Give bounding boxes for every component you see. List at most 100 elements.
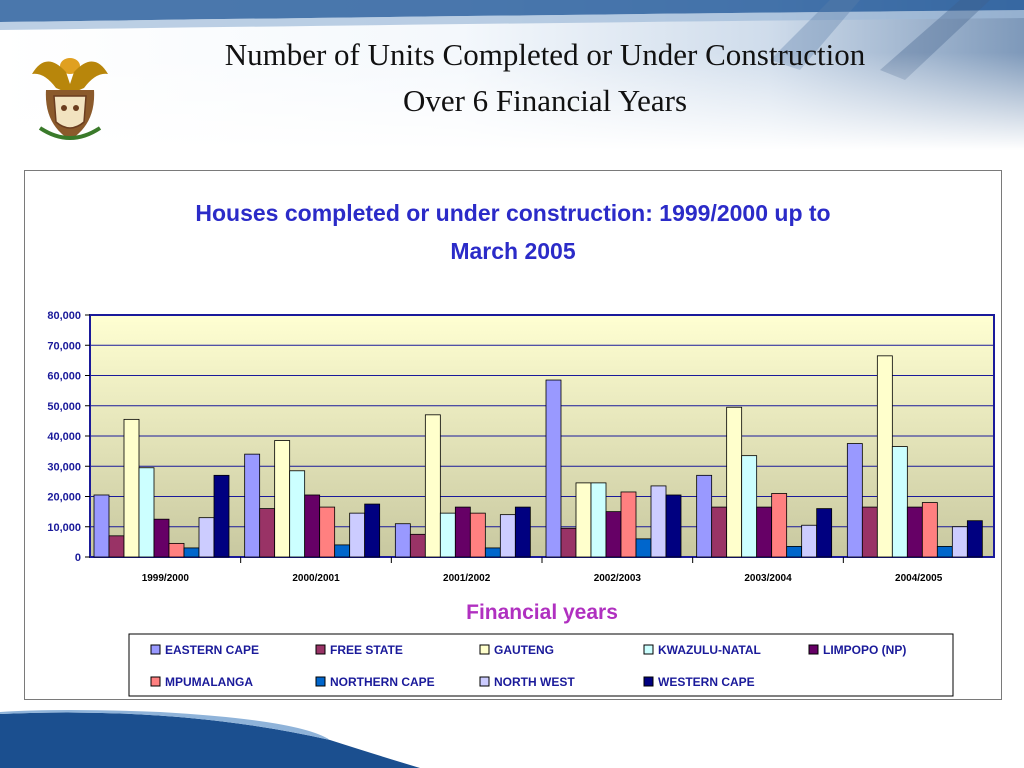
bar — [816, 508, 833, 558]
bar — [469, 512, 486, 558]
legend: EASTERN CAPE FREE STATE GAUTENG KWAZULU-NAT… — [150, 643, 906, 689]
slide-title-line-2: Over 6 Financial Years — [402, 83, 688, 118]
bar — [650, 485, 667, 558]
bar — [123, 418, 140, 558]
legend-swatch — [643, 676, 654, 687]
slide-title-line-1: Number of Units Completed or Under Const… — [224, 37, 866, 72]
legend-swatch — [643, 644, 654, 655]
bar — [741, 455, 758, 558]
legend-box — [128, 633, 954, 697]
y-tick-label: 50,000 — [47, 401, 81, 413]
bar — [394, 523, 411, 558]
bar — [138, 467, 155, 558]
legend-label: GAUTENG — [494, 643, 554, 657]
footer-background — [0, 710, 420, 768]
bar — [966, 520, 983, 558]
chart-title-line-2: March 2005 — [450, 238, 576, 264]
bar — [364, 503, 381, 558]
y-tick-label: 20,000 — [47, 492, 81, 504]
x-tick-label: 2001/2002 — [443, 573, 491, 584]
bar — [274, 440, 291, 558]
legend-swatch — [315, 644, 326, 655]
x-tick-label: 2002/2003 — [594, 573, 642, 584]
x-tick-label: 2003/2004 — [744, 573, 792, 584]
legend-label: KWAZULU-NATAL — [658, 643, 761, 657]
bar — [575, 482, 592, 558]
bar — [93, 494, 110, 558]
bar — [289, 470, 306, 558]
bar — [635, 538, 652, 558]
bar — [951, 526, 968, 558]
bar — [244, 453, 261, 558]
x-axis-label: Financial years — [466, 601, 618, 624]
x-tick-label: 2000/2001 — [292, 573, 340, 584]
x-tick-label: 1999/2000 — [142, 573, 190, 584]
bar — [514, 506, 531, 558]
bar — [921, 502, 938, 558]
bar — [153, 518, 170, 558]
header-background — [0, 0, 1024, 150]
bar — [711, 506, 728, 558]
y-tick-label: 0 — [75, 552, 81, 564]
legend-swatch — [150, 644, 161, 655]
bar — [198, 517, 215, 558]
y-tick-label: 60,000 — [47, 371, 81, 383]
legend-swatch — [808, 644, 819, 655]
legend-swatch — [479, 644, 490, 655]
bar — [183, 547, 200, 558]
legend-swatch — [315, 676, 326, 687]
bar — [319, 506, 336, 558]
bar — [756, 506, 773, 558]
legend-swatch — [479, 676, 490, 687]
y-tick-label: 80,000 — [47, 310, 81, 322]
bar — [936, 546, 953, 558]
chart-title-line-1: Houses completed or under construction: … — [195, 200, 830, 226]
bar — [891, 446, 908, 558]
bar — [304, 494, 321, 558]
chart-frame: Houses completed or under construction: … — [24, 170, 1002, 700]
bar-chart: Houses completed or under construction: … — [47, 200, 995, 697]
legend-label: MPUMALANGA — [165, 675, 253, 689]
bar — [801, 524, 818, 558]
bar — [213, 474, 230, 558]
y-tick-label: 40,000 — [47, 431, 81, 443]
bar — [484, 547, 501, 558]
y-tick-label: 10,000 — [47, 522, 81, 534]
legend-label: NORTHERN CAPE — [330, 675, 435, 689]
bar — [786, 546, 803, 558]
bar — [349, 512, 366, 558]
bar — [545, 379, 562, 558]
bar — [454, 506, 471, 558]
bar — [168, 542, 185, 558]
bar — [259, 508, 276, 558]
bar — [590, 482, 607, 558]
bar — [696, 474, 713, 558]
y-tick-label: 70,000 — [47, 340, 81, 352]
x-tick-label: 2004/2005 — [895, 573, 943, 584]
bars — [93, 355, 983, 558]
legend-label: FREE STATE — [330, 643, 403, 657]
legend-swatch — [150, 676, 161, 687]
coat-of-arms-icon — [32, 58, 108, 140]
bar — [108, 535, 125, 558]
bar — [499, 514, 516, 558]
bar — [409, 533, 426, 558]
legend-label: EASTERN CAPE — [165, 643, 259, 657]
y-tick-label: 30,000 — [47, 461, 81, 473]
bar — [424, 414, 441, 558]
legend-label: LIMPOPO (NP) — [823, 643, 906, 657]
bar — [620, 491, 637, 558]
bar — [665, 494, 682, 558]
x-axis-ticks: 1999/2000 2000/2001 2001/2002 2002/2003 2003… — [142, 557, 943, 584]
bar — [771, 493, 788, 558]
bar — [876, 355, 893, 558]
bar — [726, 406, 743, 558]
bar — [861, 506, 878, 558]
bar — [605, 511, 622, 558]
legend-label: NORTH WEST — [494, 675, 575, 689]
slide-title: Number of Units Completed or Under Const… — [130, 32, 960, 124]
bar — [846, 443, 863, 558]
bar — [906, 506, 923, 558]
bar — [439, 512, 456, 558]
bar — [560, 527, 577, 558]
